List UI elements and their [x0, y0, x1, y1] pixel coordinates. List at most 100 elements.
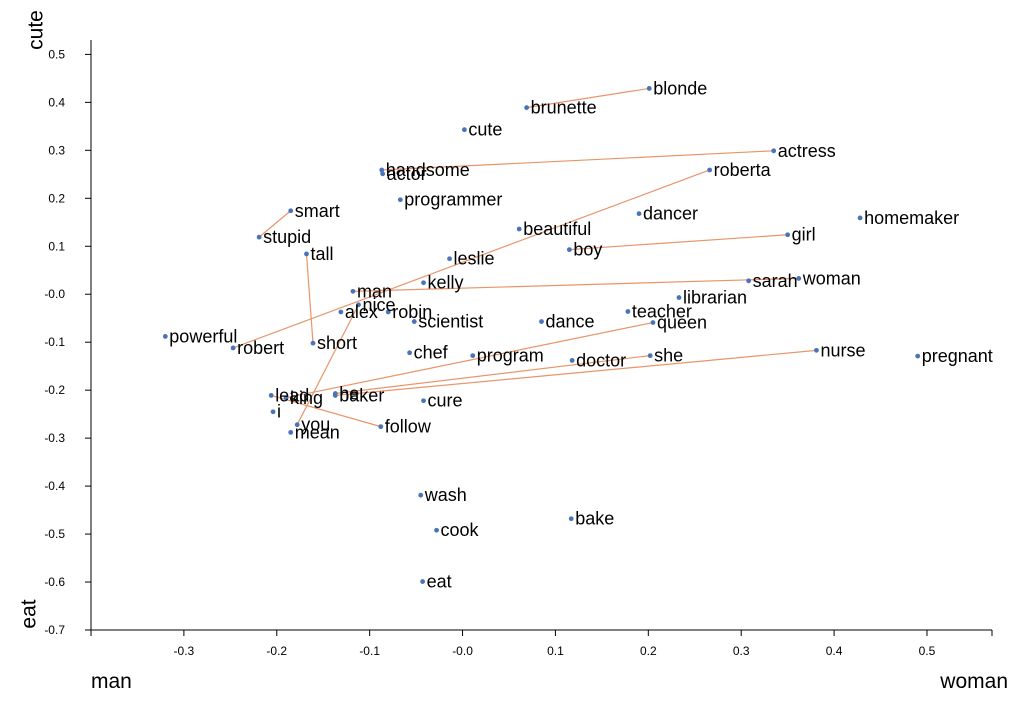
label-you: you	[301, 415, 330, 435]
label-stupid: stupid	[263, 227, 311, 247]
point-girl	[785, 232, 791, 238]
point-queen	[650, 320, 656, 325]
link-baker-nurse	[335, 349, 817, 397]
point-short	[310, 340, 316, 346]
point-librarian	[676, 295, 682, 300]
y-tick-label: 0.4	[48, 95, 65, 109]
pair-links	[232, 87, 817, 428]
point-man	[350, 288, 356, 294]
link-king-queen	[285, 321, 654, 399]
label-actress: actress	[778, 141, 836, 161]
y-tick-label: -0.6	[44, 575, 65, 589]
label-tall: tall	[310, 244, 333, 264]
point-homemaker	[857, 215, 863, 221]
label-boy: boy	[573, 240, 602, 260]
label-short: short	[317, 333, 357, 353]
y-tick-label: -0.5	[44, 527, 65, 541]
label-wash: wash	[424, 485, 467, 505]
point-woman	[796, 275, 802, 281]
point-king	[283, 395, 289, 401]
point-eat	[420, 579, 426, 584]
point-dancer	[636, 211, 642, 217]
label-powerful: powerful	[169, 326, 237, 346]
label-follow: follow	[385, 417, 432, 437]
y-tick-label: 0.3	[48, 143, 65, 157]
label-chef: chef	[414, 343, 449, 363]
x-tick-label: 0.4	[826, 644, 843, 658]
y-tick-label: 0.1	[48, 239, 65, 253]
label-girl: girl	[792, 225, 816, 245]
point-program	[470, 353, 476, 359]
label-cute: cute	[468, 120, 502, 140]
point-scientist	[411, 319, 417, 324]
point-leslie	[447, 256, 452, 262]
point-wash	[418, 492, 424, 498]
point-cute	[462, 127, 467, 133]
point-she	[647, 353, 653, 359]
point-follow	[378, 424, 384, 430]
point-bake	[568, 516, 574, 522]
y-tick-label: -0.4	[44, 479, 65, 493]
label-pregnant: pregnant	[922, 346, 993, 366]
link-he-she	[335, 355, 651, 395]
label-kelly: kelly	[428, 273, 464, 293]
x-tick-label: -0.3	[174, 644, 195, 658]
x-tick-label: -0.2	[266, 644, 287, 658]
point-doctor	[569, 358, 575, 363]
point-boy	[566, 247, 572, 253]
x-tick-label: 0.5	[919, 644, 936, 658]
point-beautiful	[516, 226, 522, 232]
point-actress	[771, 148, 777, 154]
point-smart	[288, 208, 294, 214]
label-teacher: teacher	[632, 301, 692, 321]
y-tick-label: -0.2	[44, 383, 65, 397]
point-roberta	[707, 167, 713, 173]
point-robert	[230, 345, 236, 351]
label-doctor: doctor	[576, 350, 626, 370]
point-lead	[268, 393, 274, 398]
label-blonde: blonde	[653, 78, 707, 98]
label-homemaker: homemaker	[864, 208, 959, 228]
label-smart: smart	[295, 201, 340, 221]
point-alex	[338, 309, 344, 315]
y-axis-bottom-label: eat	[18, 599, 41, 628]
x-tick-label: -0.0	[452, 644, 473, 658]
point-blonde	[646, 86, 652, 91]
link-robert-roberta	[232, 169, 710, 349]
point-programmer	[397, 197, 403, 203]
point-brunette	[524, 105, 530, 111]
y-tick-label: 0.5	[48, 47, 65, 61]
point-nurse	[814, 347, 819, 353]
label-actor: actor	[387, 164, 427, 184]
data-points	[162, 86, 921, 584]
label-robin: robin	[392, 302, 432, 322]
link-you-nice	[296, 304, 360, 425]
point-powerful	[162, 334, 168, 339]
y-axis-top-label: cute	[25, 10, 48, 50]
x-axis: -0.3 -0.2 -0.1 -0.0 0.1 0.2 0.3 0.4 0.5	[90, 629, 993, 658]
label-dancer: dancer	[643, 204, 698, 224]
link-boy-girl	[569, 234, 788, 251]
y-axis: 0.5 0.4 0.3 0.2 0.1 -0.0 -0.1 -0.2 -0.3 -0.4 -0.5 -…	[44, 40, 92, 637]
y-tick-label: -0.1	[44, 335, 65, 349]
label-lead: lead	[275, 385, 309, 405]
point-nice	[356, 302, 361, 308]
point-baker	[332, 393, 338, 398]
label-she: she	[654, 346, 683, 366]
label-man: man	[357, 281, 392, 301]
point-kelly	[421, 280, 426, 286]
point-handsome	[379, 167, 385, 173]
link-lead-follow	[271, 394, 381, 428]
point-cure	[421, 398, 426, 404]
point-sarah	[746, 278, 752, 284]
x-tick-label: 0.2	[640, 644, 657, 658]
y-tick-label: -0.3	[44, 431, 65, 445]
label-librarian: librarian	[683, 288, 747, 308]
point-chef	[407, 350, 413, 356]
y-tick-label: -0.7	[44, 623, 65, 637]
x-tick-label: 0.3	[733, 644, 750, 658]
point-dance	[539, 319, 544, 324]
label-he: he	[339, 384, 359, 404]
label-baker: baker	[339, 385, 384, 405]
